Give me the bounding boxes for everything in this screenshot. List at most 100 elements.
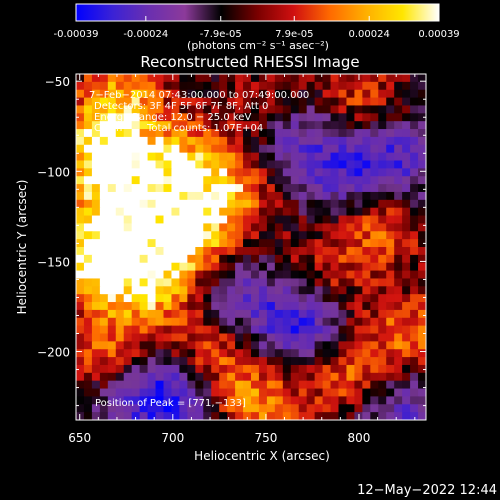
heatmap-cell <box>76 81 85 91</box>
heatmap-cell <box>83 262 93 272</box>
heatmap-cell <box>251 199 260 209</box>
heatmap-cell <box>115 270 125 280</box>
heatmap-cell <box>99 309 109 319</box>
heatmap-cell <box>131 357 141 366</box>
heatmap-cell <box>243 97 252 107</box>
heatmap-cell <box>322 247 332 256</box>
heatmap-cell <box>402 278 411 287</box>
heatmap-cell <box>378 113 387 122</box>
heatmap-cell <box>386 247 395 256</box>
heatmap-cell <box>418 129 426 138</box>
heatmap-cell <box>394 302 403 311</box>
heatmap-cell <box>243 357 252 366</box>
heatmap-cell <box>99 396 109 405</box>
heatmap-cell <box>290 404 300 413</box>
heatmap-cell <box>243 89 252 99</box>
heatmap-cell <box>314 129 324 138</box>
heatmap-cell <box>195 74 204 83</box>
heatmap-cell <box>258 380 268 390</box>
heatmap-cell <box>394 97 403 107</box>
heatmap-cell <box>115 129 125 138</box>
heatmap-cell <box>330 113 340 122</box>
heatmap-cell <box>235 286 244 295</box>
heatmap-cell <box>139 357 149 366</box>
heatmap-cell <box>235 294 244 303</box>
heatmap-cell <box>314 215 324 225</box>
heatmap-cell <box>195 325 204 335</box>
heatmap-cell <box>346 152 356 162</box>
heatmap-cell <box>251 74 260 83</box>
heatmap-cell <box>163 388 173 398</box>
heatmap-cell <box>155 349 165 358</box>
heatmap-cell <box>314 121 324 130</box>
heatmap-cell <box>83 317 93 327</box>
heatmap-cell <box>282 184 292 193</box>
heatmap-cell <box>298 199 308 209</box>
heatmap-cell <box>179 286 188 295</box>
heatmap-cell <box>99 262 109 272</box>
heatmap-cell <box>362 168 371 177</box>
heatmap-cell <box>219 136 228 146</box>
heatmap-cell <box>274 372 284 382</box>
heatmap-cell <box>418 325 426 335</box>
heatmap-cell <box>362 160 371 169</box>
heatmap-cell <box>362 231 371 240</box>
heatmap-cell <box>370 176 379 185</box>
heatmap-cell <box>91 333 101 342</box>
heatmap-cell <box>338 184 348 193</box>
heatmap-cell <box>306 184 316 193</box>
heatmap-cell <box>314 81 324 91</box>
annotation-block: 7−Feb−2014 07:43:00.000 to 07:49:00.000 … <box>89 90 309 134</box>
heatmap-cell <box>282 254 292 264</box>
heatmap-cell <box>322 333 332 342</box>
heatmap-cell <box>378 412 387 420</box>
heatmap-cell <box>123 231 133 240</box>
heatmap-cell <box>314 412 324 420</box>
heatmap-cell <box>91 317 101 327</box>
heatmap-cell <box>410 129 419 138</box>
heatmap-cell <box>203 223 212 232</box>
heatmap-cell <box>235 113 244 122</box>
heatmap-cell <box>163 325 173 335</box>
heatmap-cell <box>227 215 236 225</box>
heatmap-cell <box>155 278 165 287</box>
heatmap-cell <box>227 357 236 366</box>
heatmap-cell <box>306 317 316 327</box>
heatmap-cell <box>386 239 395 248</box>
heatmap-cell <box>298 388 308 398</box>
heatmap-cell <box>362 223 371 232</box>
heatmap-cell <box>394 231 403 240</box>
heatmap-cell <box>394 136 403 146</box>
heatmap-cell <box>187 207 196 217</box>
heatmap-cell <box>290 144 300 154</box>
heatmap-cell <box>211 223 220 232</box>
heatmap-cell <box>243 294 252 303</box>
heatmap-cell <box>211 231 220 240</box>
heatmap-cell <box>346 207 356 217</box>
heatmap-cell <box>187 160 196 169</box>
heatmap-cell <box>147 270 157 280</box>
heatmap-cell <box>410 357 419 366</box>
heatmap-cell <box>139 294 149 303</box>
heatmap-cell <box>418 239 426 248</box>
heatmap-cell <box>227 113 236 122</box>
heatmap-cell <box>83 239 93 248</box>
heatmap-cell <box>338 215 348 225</box>
heatmap-cell <box>76 239 85 248</box>
heatmap-cell <box>298 294 308 303</box>
heatmap-cell <box>410 81 419 91</box>
heatmap-cell <box>346 294 356 303</box>
heatmap-cell <box>386 121 395 130</box>
heatmap-cell <box>251 388 260 398</box>
heatmap-cell <box>147 294 157 303</box>
heatmap-cell <box>394 81 403 91</box>
heatmap-cell <box>131 396 141 405</box>
heatmap-cell <box>251 136 260 146</box>
heatmap-cell <box>378 302 387 311</box>
heatmap-cell <box>258 341 268 350</box>
heatmap-cell <box>322 396 332 405</box>
heatmap-cell <box>235 129 244 138</box>
heatmap-cell <box>362 317 371 327</box>
heatmap-cell <box>402 121 411 130</box>
heatmap-cell <box>219 412 228 420</box>
